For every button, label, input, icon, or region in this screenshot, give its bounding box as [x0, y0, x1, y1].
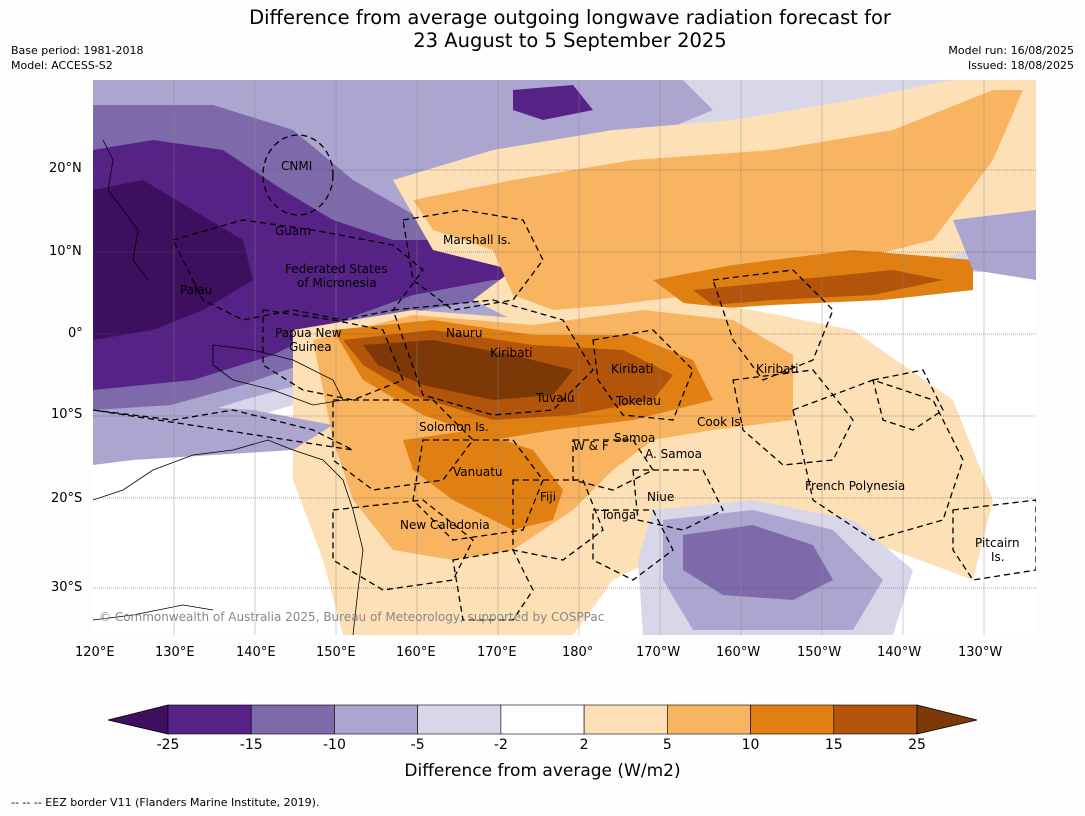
colorbar-cell — [334, 704, 418, 735]
label-kiribati-central: Kiribati — [611, 362, 653, 376]
colorbar-tick-label: -5 — [410, 737, 425, 753]
lat-tick-20n: 20°N — [49, 161, 82, 176]
label-pitcairn-line1: Pitcairn — [975, 536, 1020, 550]
eez-footnote: -- -- -- EEZ border V11 (Flanders Marine… — [11, 796, 320, 809]
lat-tick-10s: 10°S — [51, 407, 83, 422]
colorbar-extend-high — [916, 704, 978, 735]
colorbar-cell — [167, 704, 252, 735]
anomaly-region-neg-top — [513, 85, 593, 120]
anomaly-region-neg-verystrong-north — [93, 140, 653, 390]
label-niue: Niue — [647, 490, 674, 504]
label-fsm-line2: of Micronesia — [297, 276, 377, 290]
lon-tick-150w: 150°W — [797, 645, 842, 660]
lat-tick-10n: 10°N — [49, 244, 82, 259]
colorbar-tick-label: 15 — [824, 737, 843, 753]
anomaly-map: CNMI Guam Marshall Is. Federated States … — [93, 80, 1036, 635]
label-tuvalu: Tuvalu — [535, 391, 575, 405]
eez-borders — [93, 134, 1036, 621]
colorbar — [107, 704, 978, 735]
region-labels: CNMI Guam Marshall Is. Federated States … — [180, 159, 1020, 564]
lon-tick-170e: 170°E — [477, 645, 517, 660]
lon-tick-160w: 160°W — [716, 645, 761, 660]
anomaly-region-pos-strong-vanuatu — [403, 430, 563, 530]
title-line-1: Difference from average outgoing longwav… — [249, 6, 891, 29]
colorbar-title: Difference from average (W/m2) — [404, 761, 681, 781]
label-guam: Guam — [275, 224, 311, 238]
colorbar-tick-label: -25 — [156, 737, 180, 753]
model-run: Model run: 16/08/2025 — [948, 44, 1074, 57]
lon-tick-120e: 120°E — [75, 645, 115, 660]
label-solomon: Solomon Is. — [419, 420, 489, 434]
label-new-caledonia: New Caledonia — [400, 518, 490, 532]
label-fiji: Fiji — [540, 490, 556, 504]
land-png — [212, 344, 344, 406]
lon-tick-170w: 170°W — [636, 645, 681, 660]
map-title: Difference from average outgoing longwav… — [0, 6, 1085, 52]
colorbar-cell — [250, 704, 335, 735]
colorbar-tick-label: 10 — [741, 737, 760, 753]
anomaly-region-neg-south-inner — [683, 525, 833, 600]
label-nauru: Nauru — [446, 326, 482, 340]
anomaly-region-pos-verystrong-ne — [693, 270, 943, 305]
base-period: Base period: 1981-2018 — [11, 44, 144, 57]
meta-right: Model run: 16/08/2025 Issued: 18/08/2025 — [948, 43, 1074, 73]
colorbar-cell — [417, 704, 502, 735]
anomaly-region-pos-extreme-south — [363, 340, 573, 400]
label-vanuatu: Vanuatu — [453, 465, 503, 479]
label-asamoa: A. Samoa — [645, 447, 702, 461]
label-kiribati-west: Kiribati — [490, 346, 532, 360]
land-australia — [93, 439, 364, 635]
colorbar-tick-label: 2 — [579, 737, 589, 753]
meta-left: Base period: 1981-2018 Model: ACCESS-S2 — [11, 43, 143, 73]
title-line-2: 23 August to 5 September 2025 — [413, 29, 727, 52]
lon-tick-140e: 140°E — [236, 645, 276, 660]
colorbar-extend-low — [107, 704, 169, 735]
map-panel: CNMI Guam Marshall Is. Federated States … — [93, 80, 1036, 635]
lon-tick-130e: 130°E — [155, 645, 195, 660]
anomaly-region-neg-east — [953, 210, 1036, 280]
label-cnmi: CNMI — [281, 159, 312, 173]
label-png-line2: Guinea — [289, 340, 332, 354]
colorbar-tick-label: 25 — [908, 737, 926, 753]
land-philippines — [102, 139, 149, 281]
lon-tick-160e: 160°E — [396, 645, 436, 660]
lon-tick-180: 180° — [562, 645, 594, 660]
label-png-line1: Papua New — [275, 326, 342, 340]
label-cook: Cook Is. — [697, 415, 744, 429]
lat-tick-0: 0° — [68, 326, 83, 341]
colorbar-tick-label: -10 — [323, 737, 346, 753]
label-marshall: Marshall Is. — [443, 233, 511, 247]
colorbar-tick-label: -15 — [239, 737, 263, 753]
label-fsm-line1: Federated States — [285, 262, 387, 276]
label-samoa: Samoa — [614, 431, 655, 445]
label-tonga: Tonga — [600, 508, 636, 522]
lat-tick-20s: 20°S — [51, 491, 83, 506]
label-kiribati-east: Kiribati — [756, 362, 798, 376]
label-french-polynesia: French Polynesia — [805, 479, 905, 493]
colorbar-tick-label: 5 — [662, 737, 672, 753]
colorbar-cell — [750, 704, 835, 735]
model-name: Model: ACCESS-S2 — [11, 59, 113, 72]
issued-date: Issued: 18/08/2025 — [967, 59, 1074, 72]
lon-tick-150e: 150°E — [316, 645, 356, 660]
colorbar-cell — [667, 704, 751, 735]
colorbar-cell — [500, 704, 585, 735]
label-palau: Palau — [180, 283, 212, 297]
colorbar-cell — [583, 704, 668, 735]
label-pitcairn-line2: Is. — [991, 550, 1005, 564]
label-tokelau: Tokelau — [615, 394, 661, 408]
lat-tick-30s: 30°S — [51, 580, 83, 595]
anomaly-region-neg-extreme-north — [93, 180, 253, 340]
colorbar-cell — [833, 704, 918, 735]
copyright-note: © Commonwealth of Australia 2025, Bureau… — [99, 610, 604, 624]
lon-tick-130w: 130°W — [958, 645, 1003, 660]
colorbar-cells — [167, 704, 918, 735]
meridians — [173, 80, 985, 635]
lon-tick-140w: 140°W — [877, 645, 922, 660]
colorbar-tick-label: -2 — [493, 737, 508, 753]
label-wf: W & F — [573, 439, 609, 453]
